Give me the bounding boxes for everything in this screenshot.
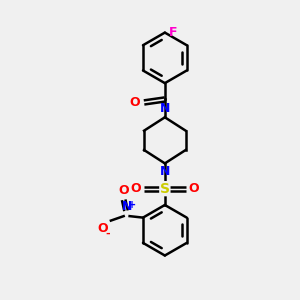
Text: O: O	[130, 96, 140, 109]
Text: F: F	[168, 26, 177, 39]
Text: S: S	[160, 182, 170, 196]
Text: O: O	[130, 182, 141, 195]
Text: O: O	[189, 182, 199, 195]
Text: -: -	[106, 229, 110, 239]
Text: O: O	[118, 184, 129, 197]
Text: +: +	[128, 200, 136, 210]
Text: N: N	[160, 102, 170, 115]
Text: O: O	[97, 222, 108, 235]
Text: N: N	[160, 166, 170, 178]
Text: N: N	[122, 200, 132, 213]
